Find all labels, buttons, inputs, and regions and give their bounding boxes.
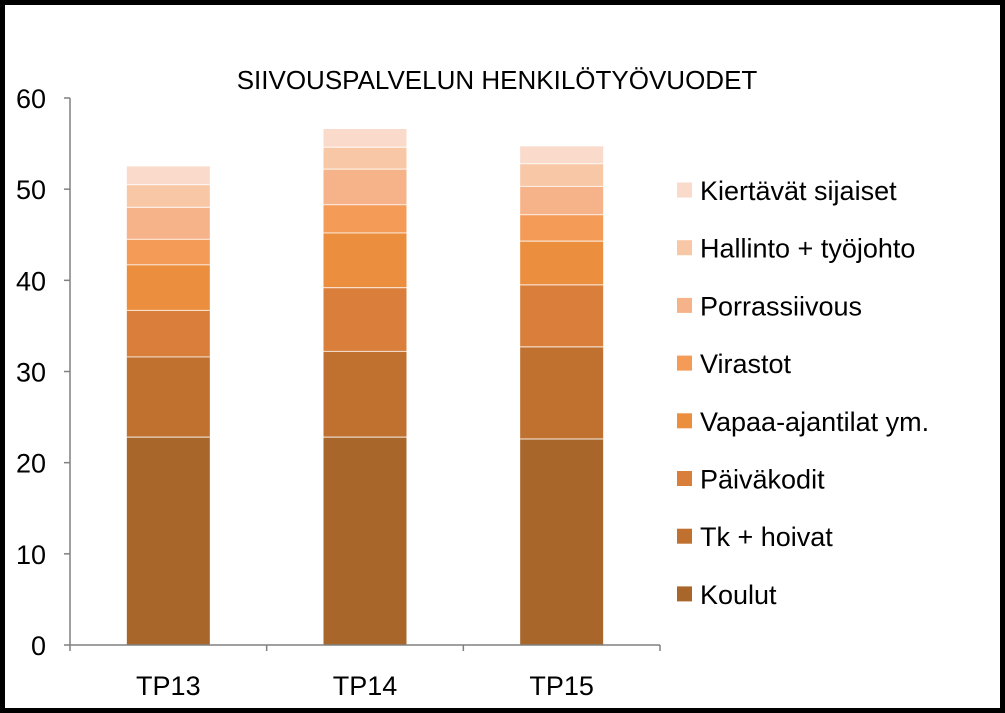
bar-segment-tp15-2 [520, 284, 604, 347]
legend-swatch [677, 586, 692, 602]
bar-segment-tp13-2 [126, 310, 210, 357]
y-tick-label: 20 [16, 449, 46, 479]
bar-segment-tp13-7 [126, 166, 210, 185]
bar-segment-tp14-7 [323, 128, 407, 148]
bar-segment-tp14-0 [323, 437, 407, 645]
x-tick-label: TP14 [333, 671, 398, 701]
legend-swatch [677, 182, 692, 198]
bar-segment-tp15-6 [520, 163, 604, 187]
legend-label: Koulut [700, 580, 777, 610]
y-tick-label: 40 [16, 266, 46, 296]
bars-area [126, 128, 604, 645]
legend-label: Kiertävät sijaiset [700, 176, 897, 206]
legend-swatch [677, 297, 692, 313]
legend-label: Porrassiivous [700, 291, 862, 321]
legend-label: Virastot [700, 349, 792, 379]
y-tick-label: 60 [16, 84, 46, 114]
bar-segment-tp14-6 [323, 147, 407, 170]
legend-label: Tk + hoivat [700, 522, 833, 552]
bar-segment-tp13-3 [126, 264, 210, 311]
chart-title: SIIVOUSPALVELUN HENKILÖTYÖVUODET [237, 65, 758, 95]
bar-segment-tp13-4 [126, 239, 210, 265]
bar-segment-tp13-5 [126, 207, 210, 240]
bar-segment-tp14-1 [323, 351, 407, 438]
bar-segment-tp15-1 [520, 346, 604, 439]
bar-segment-tp14-5 [323, 169, 407, 205]
bar-segment-tp15-3 [520, 241, 604, 285]
axes [64, 97, 661, 651]
bar-segment-tp13-0 [126, 437, 210, 645]
legend-label: Vapaa-ajantilat ym. [700, 407, 929, 437]
y-tick-label: 30 [16, 358, 46, 388]
y-tick-label: 0 [31, 631, 46, 661]
bar-segment-tp13-6 [126, 184, 210, 208]
legend-swatch [677, 240, 692, 256]
y-axis-tick-labels: 0 10 20 30 40 50 60 [16, 84, 46, 661]
x-axis-tick-labels: TP13 TP14 TP15 [136, 671, 594, 701]
legend-label: Hallinto + työjohto [700, 234, 915, 264]
bar-segment-tp15-7 [520, 146, 604, 164]
y-tick-label: 10 [16, 540, 46, 570]
bar-segment-tp15-4 [520, 214, 604, 242]
y-tick-label: 50 [16, 175, 46, 205]
bar-segment-tp15-5 [520, 186, 604, 215]
legend-label: Päiväkodit [700, 465, 825, 495]
bar-segment-tp14-3 [323, 232, 407, 288]
legend: Kiertävät sijaiset Hallinto + työjohto Por… [677, 176, 929, 610]
bar-segment-tp14-2 [323, 287, 407, 352]
x-tick-label: TP15 [529, 671, 594, 701]
legend-swatch [677, 413, 692, 429]
legend-swatch [677, 355, 692, 371]
x-tick-label: TP13 [136, 671, 201, 701]
bar-segment-tp14-4 [323, 204, 407, 233]
bar-segment-tp15-0 [520, 438, 604, 645]
legend-swatch [677, 471, 692, 486]
legend-swatch [677, 528, 692, 544]
bar-segment-tp13-1 [126, 356, 210, 438]
